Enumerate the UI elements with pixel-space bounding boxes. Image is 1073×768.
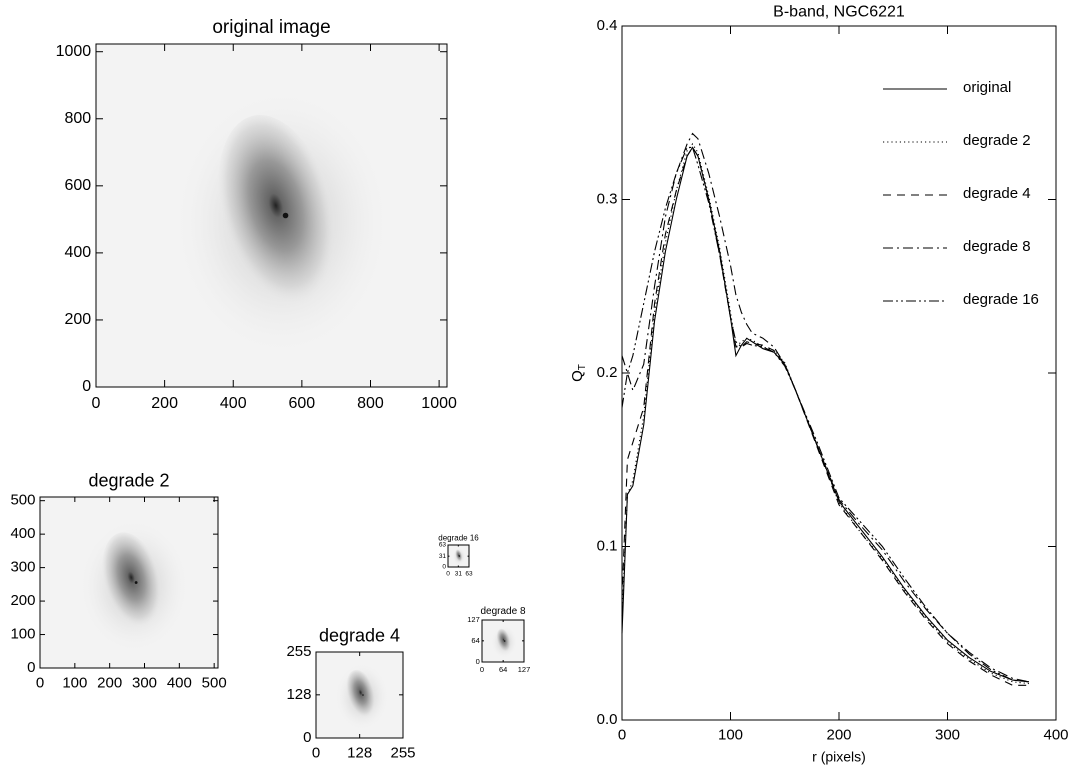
y-tick-label: 0.2 — [597, 364, 618, 381]
x-tick-label: 0 — [480, 665, 484, 674]
legend-label: degrade 2 — [963, 132, 1031, 149]
chart-title: degrade 16 — [438, 533, 479, 542]
plot-frame — [39, 496, 219, 669]
galaxy — [496, 628, 512, 654]
y-tick-label: 0 — [303, 729, 311, 746]
x-tick-label: 400 — [167, 675, 192, 692]
galaxy-core — [503, 640, 506, 642]
x-tick-label: 400 — [220, 395, 247, 412]
y-axis-label-sub: T — [577, 364, 588, 370]
legend-label: degrade 8 — [963, 238, 1031, 255]
y-tick-label: 64 — [471, 636, 479, 645]
y-tick-label: 63 — [439, 542, 447, 549]
image-panel: degrade 8 0 64 127 0 64 127 — [467, 606, 530, 674]
legend-label: original — [963, 79, 1011, 96]
x-tick-label: 200 — [97, 675, 122, 692]
x-tick-label: 0 — [36, 675, 44, 692]
x-tick-label: 128 — [347, 745, 372, 762]
image-panel: degrade 2 0 100 200 300 400 500 0 100 200 300 400 50… — [10, 470, 226, 691]
y-tick-label: 0.0 — [597, 711, 618, 728]
y-tick-label: 0 — [442, 564, 446, 571]
chart-title: B-band, NGC6221 — [773, 4, 905, 21]
y-tick-label: 0 — [27, 659, 35, 676]
x-tick-label: 400 — [1043, 727, 1068, 744]
galaxy — [346, 669, 377, 721]
galaxy — [102, 532, 164, 633]
series-line — [621, 132, 1029, 683]
x-tick-label: 600 — [289, 395, 316, 412]
plot-frame — [95, 43, 448, 388]
image-panel: degrade 4 0 128 255 0 128 255 — [286, 625, 415, 761]
galaxy-core — [134, 581, 138, 584]
line-chart: B-band, NGC6221 0 100 200 300 400 0.0 0.1 0.2 0.3… — [569, 4, 1069, 765]
chart-title: degrade 4 — [319, 625, 400, 645]
y-tick-label: 0 — [476, 657, 480, 666]
legend-label: degrade 4 — [963, 185, 1031, 202]
chart-title: degrade 2 — [88, 470, 169, 490]
x-tick-label: 127 — [518, 665, 531, 674]
x-axis-label: r (pixels) — [812, 749, 866, 765]
y-tick-label: 200 — [64, 311, 91, 328]
y-tick-label: 0.3 — [597, 190, 618, 207]
chart-title: original image — [212, 17, 330, 38]
y-tick-label: 0 — [82, 378, 91, 395]
galaxy-core — [458, 555, 461, 557]
x-tick-label: 200 — [826, 727, 851, 744]
y-tick-label: 600 — [64, 177, 91, 194]
x-tick-label: 500 — [202, 675, 227, 692]
x-tick-label: 800 — [357, 395, 384, 412]
y-tick-label: 31 — [439, 553, 447, 560]
x-tick-label: 63 — [465, 571, 473, 578]
y-tick-label: 127 — [467, 615, 480, 624]
y-tick-label: 500 — [10, 492, 35, 509]
x-tick-label: 64 — [499, 665, 507, 674]
plot-frame — [621, 25, 1057, 721]
image-panel: original image 0 200 400 600 800 1000 0 200 400 60… — [56, 17, 457, 412]
x-tick-label: 0 — [92, 395, 101, 412]
y-tick-label: 400 — [10, 525, 35, 542]
y-tick-label: 300 — [10, 559, 35, 576]
x-tick-label: 0 — [618, 727, 626, 744]
galaxy-core — [362, 694, 364, 696]
series-line — [621, 143, 1029, 685]
y-tick-label: 128 — [286, 686, 311, 703]
y-tick-label: 0.1 — [597, 537, 618, 554]
y-tick-label: 800 — [64, 110, 91, 127]
series-line — [621, 146, 1029, 686]
galaxy-core — [282, 212, 289, 219]
x-tick-label: 0 — [446, 571, 450, 578]
x-tick-label: 255 — [390, 745, 415, 762]
x-tick-label: 100 — [718, 727, 743, 744]
y-axis-label-main: Q — [569, 370, 586, 382]
x-tick-label: 200 — [151, 395, 178, 412]
legend-label: degrade 16 — [963, 291, 1039, 308]
y-tick-label: 1000 — [56, 43, 92, 60]
x-tick-label: 300 — [132, 675, 157, 692]
x-tick-label: 300 — [935, 727, 960, 744]
y-tick-label: 400 — [64, 244, 91, 261]
series-line — [621, 146, 1029, 683]
x-tick-label: 31 — [455, 571, 463, 578]
y-axis-label: QT — [569, 364, 588, 382]
galaxy — [218, 115, 339, 316]
y-tick-label: 255 — [286, 643, 311, 660]
series-line — [621, 146, 1029, 683]
x-tick-label: 0 — [312, 745, 320, 762]
y-tick-label: 0.4 — [597, 17, 618, 34]
x-tick-label: 1000 — [421, 395, 457, 412]
chart-title: degrade 8 — [480, 606, 525, 617]
y-tick-label: 200 — [10, 592, 35, 609]
x-tick-label: 100 — [62, 675, 87, 692]
y-tick-label: 100 — [10, 626, 35, 643]
